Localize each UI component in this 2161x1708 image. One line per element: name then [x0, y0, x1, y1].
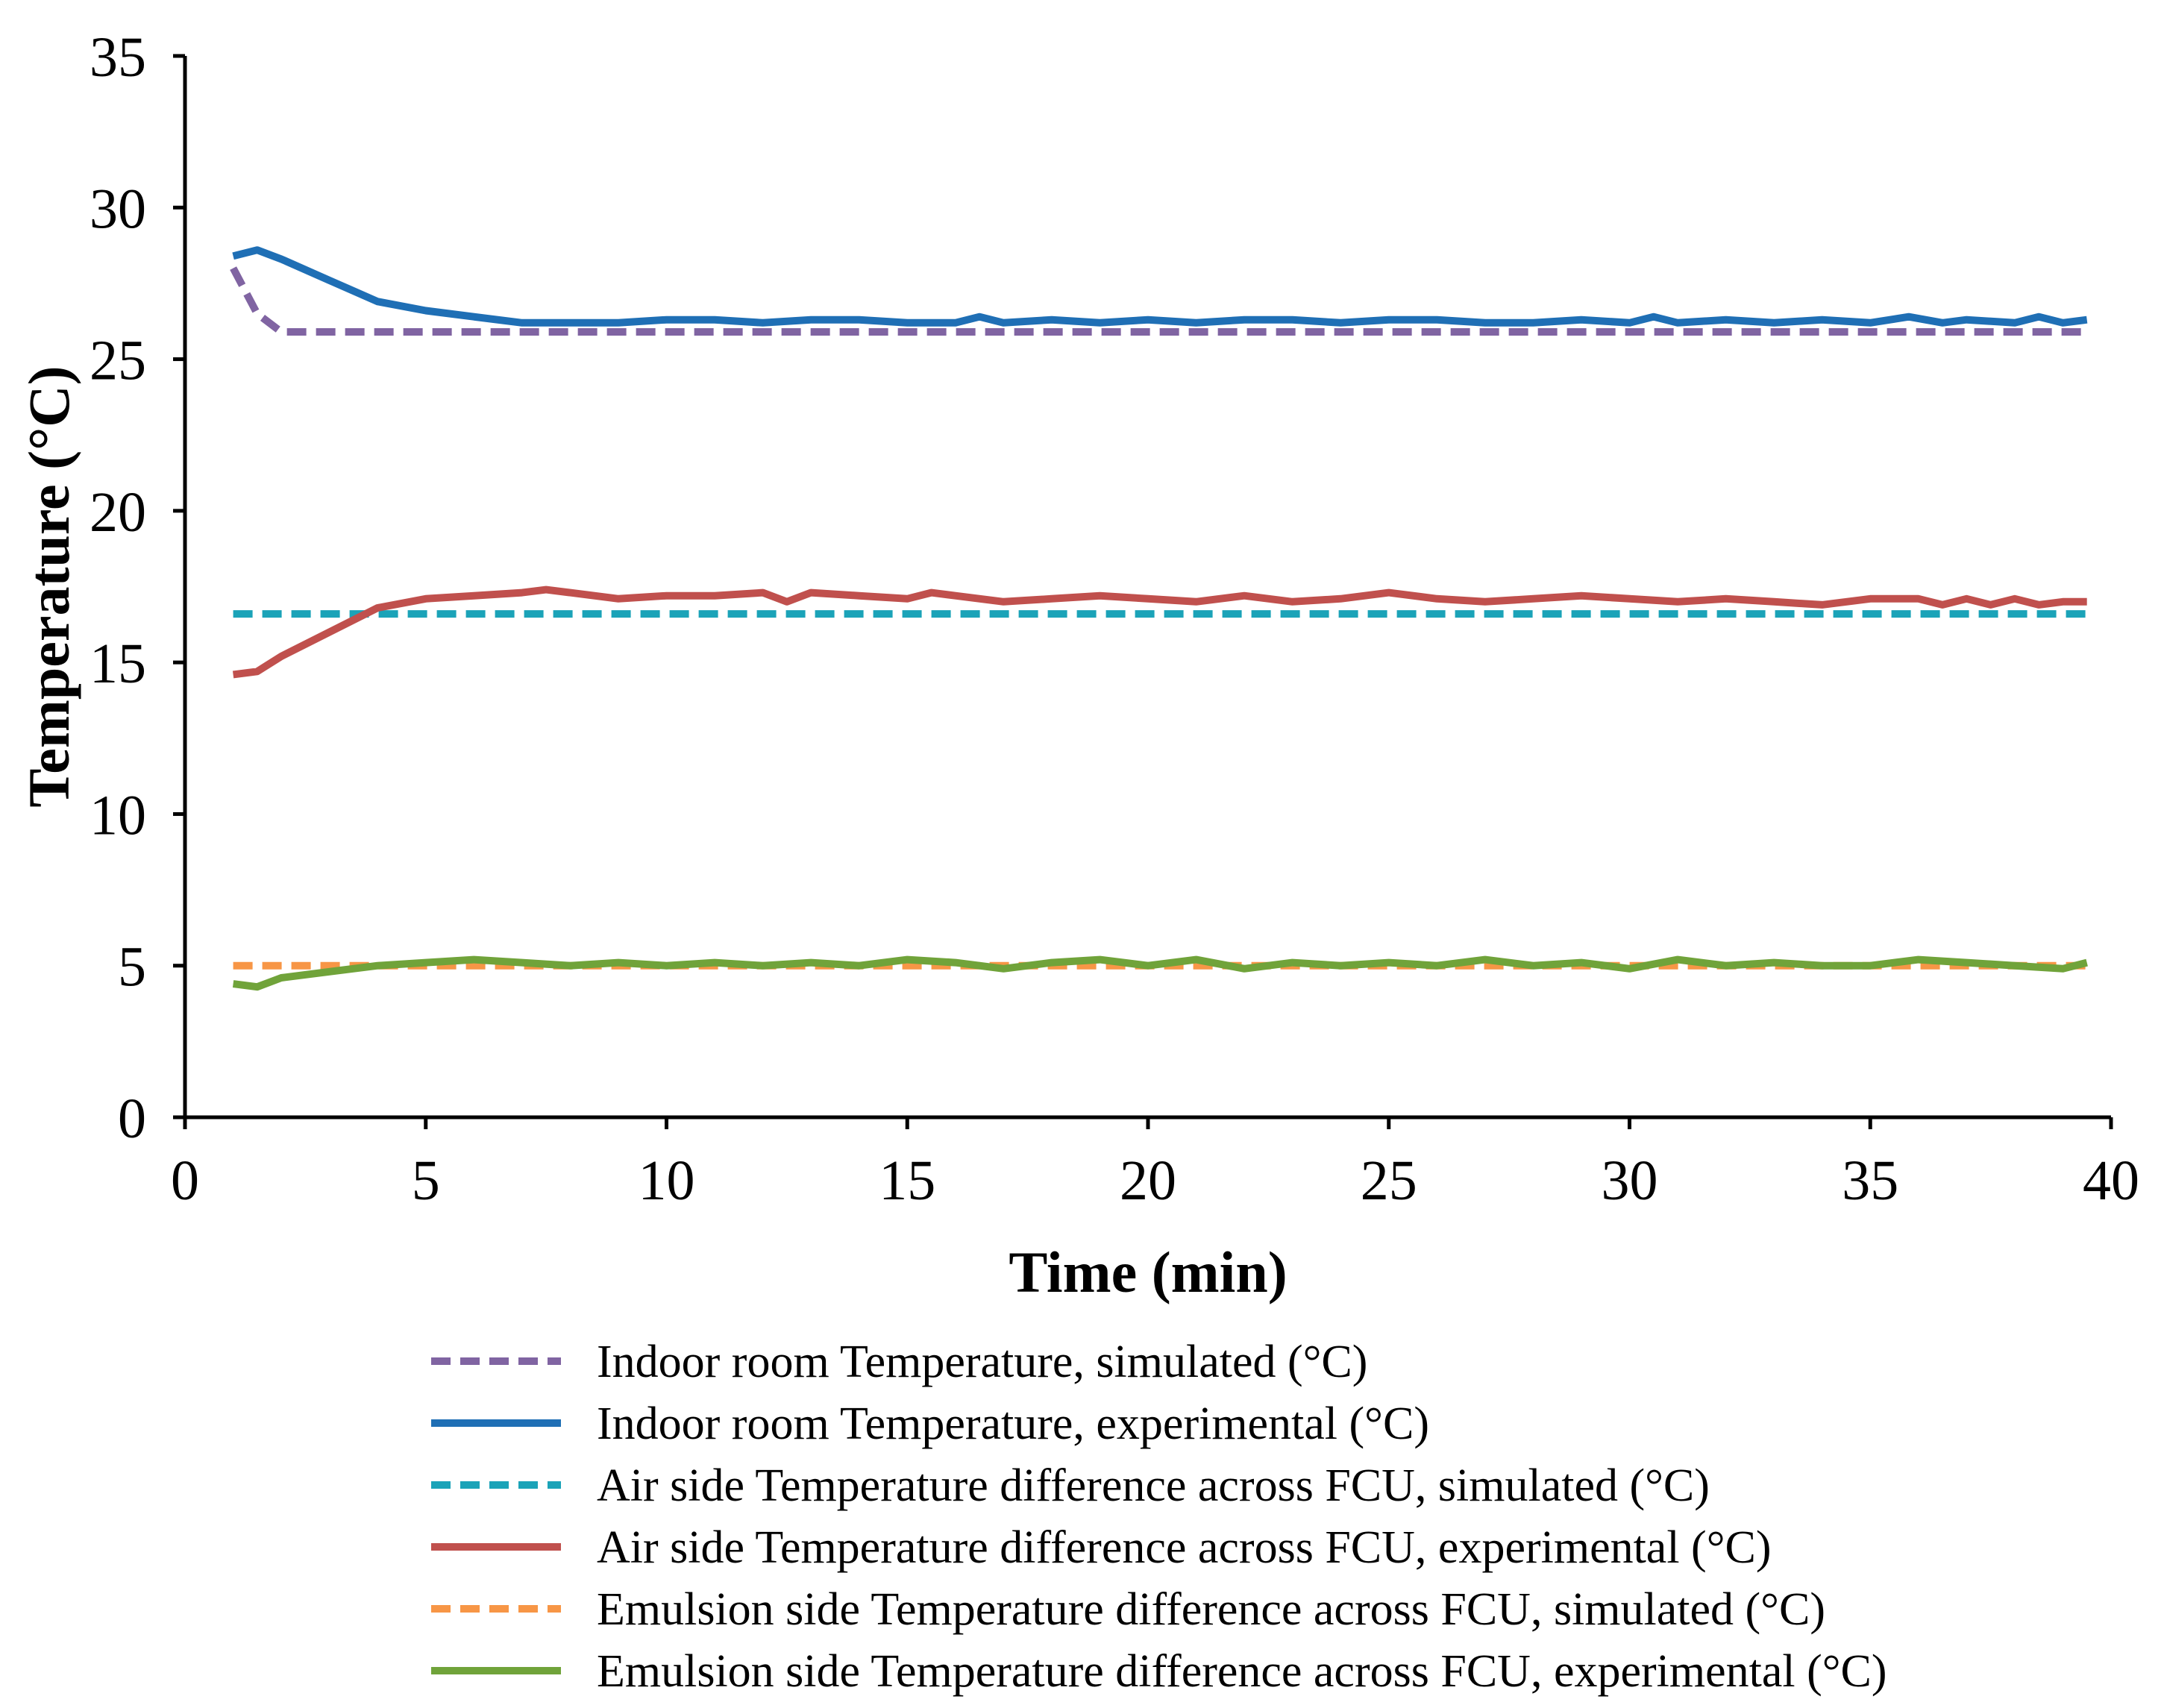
- series-line-4: [232, 585, 2087, 679]
- series-line-1: [230, 266, 2087, 336]
- y-tick-label: 20: [90, 481, 146, 544]
- legend-label-2: Indoor room Temperature, experimental (°…: [597, 1398, 1429, 1449]
- x-tick-label: 10: [639, 1149, 695, 1212]
- y-tick-label: 30: [90, 178, 146, 240]
- legend-label-3: Air side Temperature difference across F…: [597, 1460, 1710, 1511]
- legend: Indoor room Temperature, simulated (°C) I…: [431, 1337, 1887, 1697]
- y-tick-label: 15: [90, 632, 146, 695]
- series-lines: [230, 246, 2088, 991]
- legend-label-1: Indoor room Temperature, simulated (°C): [597, 1337, 1367, 1387]
- x-tick-label: 15: [879, 1149, 935, 1212]
- legend-label-4: Air side Temperature difference across F…: [597, 1522, 1772, 1573]
- series-line-2: [232, 246, 2088, 327]
- y-tick-label: 25: [90, 330, 146, 392]
- x-tick-label: 40: [2083, 1149, 2139, 1212]
- series-line-6: [232, 955, 2088, 991]
- y-tick-label: 5: [118, 936, 146, 999]
- y-tick-label: 0: [118, 1087, 146, 1150]
- x-tick-label: 25: [1361, 1149, 1417, 1212]
- x-tick-label: 20: [1120, 1149, 1176, 1212]
- y-axis-title: Temperature (°C): [16, 365, 81, 807]
- y-tick-label: 10: [90, 784, 146, 847]
- x-tick-label: 0: [171, 1149, 199, 1212]
- x-tick-label: 30: [1602, 1149, 1658, 1212]
- x-axis-title: Time (min): [1009, 1240, 1287, 1304]
- y-axis-ticks: 0 5 10 15 20 25 30 35: [90, 26, 185, 1150]
- x-tick-label: 35: [1842, 1149, 1898, 1212]
- legend-label-6: Emulsion side Temperature difference acr…: [597, 1646, 1887, 1697]
- x-axis-ticks: 0 5 10 15 20 25 30 35 40: [171, 1117, 2139, 1212]
- legend-label-5: Emulsion side Temperature difference acr…: [597, 1584, 1825, 1635]
- y-tick-label: 35: [90, 26, 146, 89]
- x-tick-label: 5: [412, 1149, 440, 1212]
